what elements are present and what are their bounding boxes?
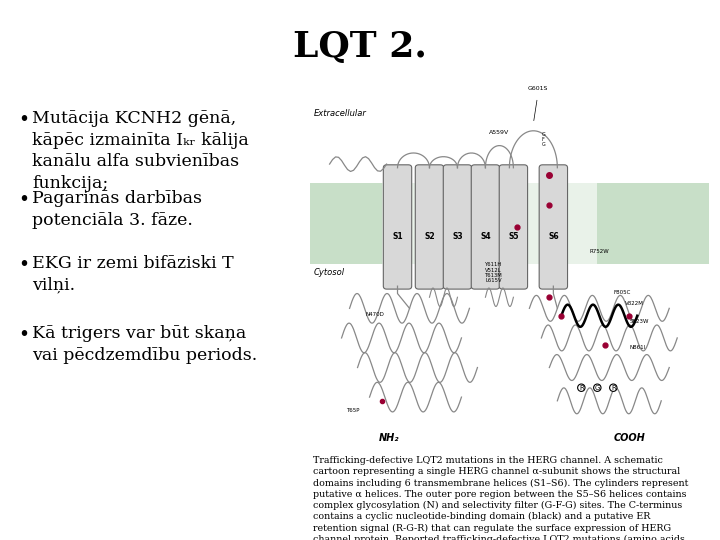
- Text: R: R: [611, 384, 616, 391]
- Text: S5: S5: [508, 232, 518, 241]
- Bar: [598, 183, 709, 264]
- Text: S6: S6: [548, 232, 559, 241]
- Text: S3: S3: [452, 232, 463, 241]
- Bar: [382, 183, 598, 264]
- Text: N470D: N470D: [366, 312, 384, 317]
- Text: S823W: S823W: [629, 319, 649, 324]
- Bar: [310, 183, 382, 264]
- Text: LQT 2.: LQT 2.: [293, 30, 427, 64]
- Text: A559V: A559V: [490, 131, 510, 136]
- Text: R: R: [579, 384, 584, 391]
- FancyBboxPatch shape: [383, 165, 412, 289]
- FancyBboxPatch shape: [471, 165, 500, 289]
- Text: S2: S2: [424, 232, 435, 241]
- Text: •: •: [18, 255, 29, 274]
- Text: EKG ir zemi bifāziski T
vilņi.: EKG ir zemi bifāziski T vilņi.: [32, 255, 233, 294]
- Text: T65P: T65P: [346, 408, 359, 413]
- FancyBboxPatch shape: [415, 165, 444, 289]
- FancyBboxPatch shape: [499, 165, 528, 289]
- Text: Y611H
V512L
T613M
L615V: Y611H V512L T613M L615V: [485, 262, 503, 284]
- Text: V822M: V822M: [625, 301, 644, 306]
- Text: COOH: COOH: [613, 433, 645, 443]
- Text: G: G: [595, 384, 600, 391]
- FancyBboxPatch shape: [444, 165, 472, 289]
- Text: •: •: [18, 190, 29, 209]
- Text: F805C: F805C: [613, 289, 631, 294]
- Text: NH₂: NH₂: [379, 433, 400, 443]
- Text: N861I: N861I: [629, 345, 646, 350]
- Text: S1: S1: [392, 232, 402, 241]
- Text: Kā trigers var būt skaņa
vai pēcdzemdību periods.: Kā trigers var būt skaņa vai pēcdzemdību…: [32, 325, 257, 363]
- Text: G
F
G: G F G: [541, 132, 545, 146]
- Text: •: •: [18, 110, 29, 129]
- Text: R752W: R752W: [590, 249, 609, 254]
- Text: Trafficking-defective LQT2 mutations in the HERG channel. A schematic
cartoon re: Trafficking-defective LQT2 mutations in …: [313, 456, 688, 540]
- Text: •: •: [18, 325, 29, 344]
- FancyBboxPatch shape: [539, 165, 567, 289]
- Text: S4: S4: [480, 232, 491, 241]
- Text: Mutācija KCNH2 gēnā,
kāpēc izmainīta Iₖᵣ kālija
kanālu alfa subvienības
funkcija: Mutācija KCNH2 gēnā, kāpēc izmainīta Iₖᵣ…: [32, 110, 248, 192]
- Text: G601S: G601S: [527, 86, 547, 91]
- Text: Extracellular: Extracellular: [314, 109, 366, 118]
- Text: Pagarinās darbības
potenciāla 3. fāze.: Pagarinās darbības potenciāla 3. fāze.: [32, 190, 202, 228]
- Text: Cytosol: Cytosol: [314, 268, 345, 277]
